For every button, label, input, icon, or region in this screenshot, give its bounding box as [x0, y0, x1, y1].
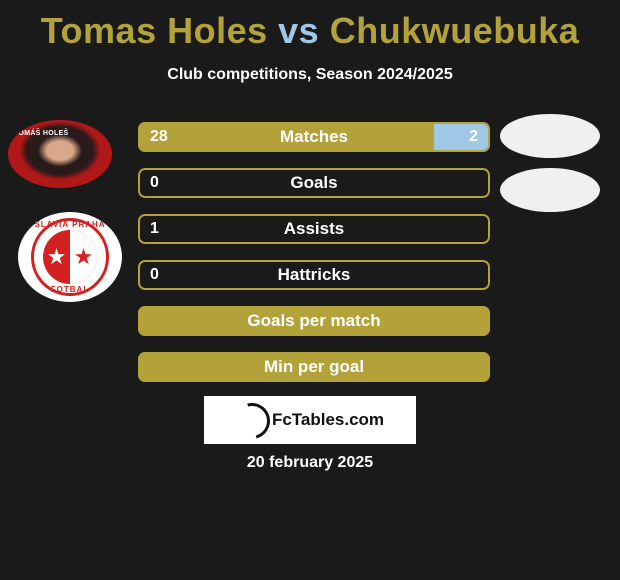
stat-row-assists: 1Assists: [138, 214, 490, 244]
stat-label: Goals per match: [138, 311, 490, 331]
player1-club-badge: SLAVIA PRAHA ★ ★ FOTBAL: [18, 212, 122, 302]
player1-nametag: TOMÁŠ HOLEŠ: [14, 130, 69, 137]
title-player2: Chukwuebuka: [330, 10, 580, 51]
player2-club-badge-placeholder: [500, 168, 600, 212]
title-player1: Tomas Holes: [41, 10, 268, 51]
club-text-bottom: FOTBAL: [34, 285, 106, 294]
title-vs: vs: [278, 10, 319, 51]
stat-row-matches: 282Matches: [138, 122, 490, 152]
page-title: Tomas Holes vs Chukwuebuka: [0, 0, 620, 52]
stat-row-min-per-goal: Min per goal: [138, 352, 490, 382]
source-logo-text: FcTables.com: [272, 410, 384, 430]
player1-photo: TOMÁŠ HOLEŠ: [8, 120, 112, 188]
club-text-top: SLAVIA PRAHA: [34, 220, 106, 229]
stat-label: Goals: [138, 173, 490, 193]
fctables-icon: [236, 409, 266, 431]
stat-row-hattricks: 0Hattricks: [138, 260, 490, 290]
stat-label: Hattricks: [138, 265, 490, 285]
comparison-bars: 282Matches 0Goals 1Assists 0Hattricks Goals …: [138, 122, 490, 398]
stat-label: Assists: [138, 219, 490, 239]
stat-label: Matches: [138, 127, 490, 147]
star-icon: ★: [74, 244, 94, 270]
stat-label: Min per goal: [138, 357, 490, 377]
source-logo: FcTables.com: [204, 396, 416, 444]
stat-row-goals-per-match: Goals per match: [138, 306, 490, 336]
player2-photo-placeholder: [500, 114, 600, 158]
subtitle: Club competitions, Season 2024/2025: [0, 66, 620, 84]
date-caption: 20 february 2025: [0, 454, 620, 472]
star-icon: ★: [47, 244, 67, 270]
stat-row-goals: 0Goals: [138, 168, 490, 198]
